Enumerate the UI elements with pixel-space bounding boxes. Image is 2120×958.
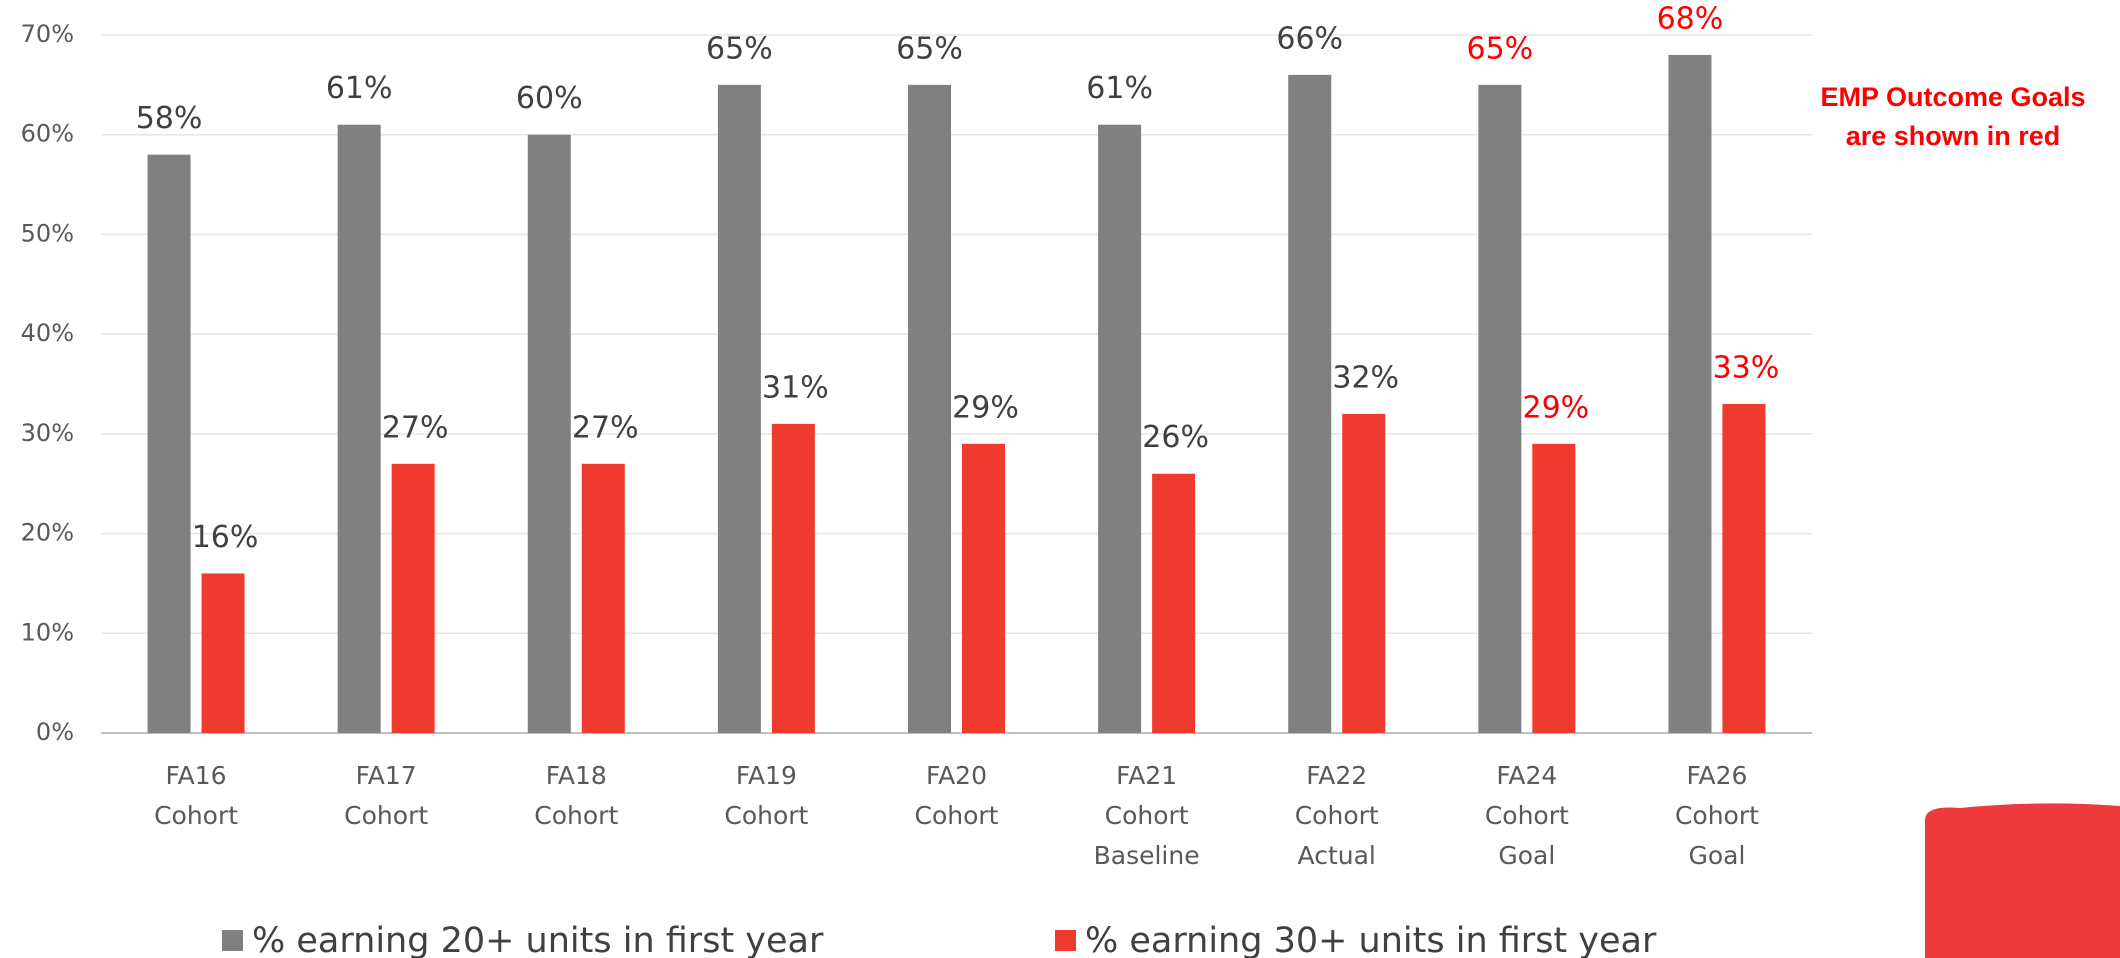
annotation: EMP Outcome Goals xyxy=(1820,82,2085,112)
data-label: 66% xyxy=(1276,21,1343,56)
annotation: are shown in red xyxy=(1846,121,2061,151)
legend-label: % earning 30+ units in first year xyxy=(1085,921,1657,958)
y-tick-label: 30% xyxy=(21,419,74,447)
bar xyxy=(1532,443,1576,733)
x-tick-label: Cohort xyxy=(915,801,999,830)
bar xyxy=(1478,84,1522,734)
x-tick-label: FA18 xyxy=(546,761,607,790)
data-label: 58% xyxy=(136,101,203,136)
data-label: 65% xyxy=(706,31,773,66)
x-tick-label: Cohort xyxy=(1105,801,1189,830)
bar xyxy=(962,443,1005,733)
x-tick-label: Cohort xyxy=(154,801,238,830)
x-tick-label: FA16 xyxy=(166,761,227,790)
decor-shape xyxy=(1925,803,2120,958)
data-label: 33% xyxy=(1713,350,1780,385)
x-tick-label: FA22 xyxy=(1306,761,1367,790)
x-tick-label: Cohort xyxy=(724,801,808,830)
y-tick-label: 40% xyxy=(21,319,74,347)
bar xyxy=(1722,403,1766,733)
bar xyxy=(391,463,435,733)
x-tick-label: Cohort xyxy=(534,801,618,830)
legend-label: % earning 20+ units in first year xyxy=(252,921,824,958)
x-tick-label: Goal xyxy=(1688,841,1745,870)
data-label: 31% xyxy=(762,370,829,405)
data-label: 16% xyxy=(192,520,259,555)
data-label: 61% xyxy=(326,71,393,106)
data-label: 61% xyxy=(1086,71,1153,106)
data-label: 60% xyxy=(516,81,583,116)
x-tick-label: FA21 xyxy=(1116,761,1177,790)
data-label: 29% xyxy=(952,390,1019,425)
bar xyxy=(1152,473,1196,733)
y-tick-label: 70% xyxy=(21,20,74,48)
x-tick-label: Cohort xyxy=(1675,801,1759,830)
legend-swatch xyxy=(1055,930,1076,951)
bar xyxy=(908,84,951,734)
y-tick-label: 10% xyxy=(21,618,74,646)
x-tick-label: Cohort xyxy=(1485,801,1569,830)
data-label: 65% xyxy=(896,31,963,66)
bar xyxy=(1288,74,1332,733)
y-tick-label: 60% xyxy=(21,120,74,148)
bar xyxy=(771,423,815,733)
bar xyxy=(1668,54,1712,733)
data-label: 26% xyxy=(1142,420,1209,455)
x-tick-label: Goal xyxy=(1498,841,1555,870)
data-label: 68% xyxy=(1657,1,1724,36)
x-tick-label: FA26 xyxy=(1686,761,1747,790)
legend-swatch xyxy=(222,930,243,951)
x-tick-label: FA24 xyxy=(1496,761,1557,790)
x-tick-label: FA19 xyxy=(736,761,797,790)
y-tick-label: 50% xyxy=(21,219,74,247)
bar xyxy=(717,84,761,734)
y-tick-label: 0% xyxy=(36,718,74,746)
bar xyxy=(1098,124,1142,733)
data-label: 29% xyxy=(1522,390,1589,425)
bar xyxy=(337,124,381,733)
x-tick-label: Actual xyxy=(1298,841,1376,870)
x-tick-label: Baseline xyxy=(1094,841,1200,870)
bar xyxy=(581,463,625,733)
data-label: 65% xyxy=(1466,31,1533,66)
bar xyxy=(201,573,245,733)
data-label: 32% xyxy=(1332,360,1399,395)
x-tick-label: FA20 xyxy=(926,761,987,790)
x-tick-label: FA17 xyxy=(356,761,417,790)
y-tick-label: 20% xyxy=(21,519,74,547)
bar xyxy=(147,154,191,733)
x-tick-label: Cohort xyxy=(344,801,428,830)
data-label: 27% xyxy=(572,410,639,445)
x-tick-label: Cohort xyxy=(1295,801,1379,830)
bar xyxy=(1342,413,1386,733)
data-label: 27% xyxy=(382,410,449,445)
bar xyxy=(527,134,571,733)
